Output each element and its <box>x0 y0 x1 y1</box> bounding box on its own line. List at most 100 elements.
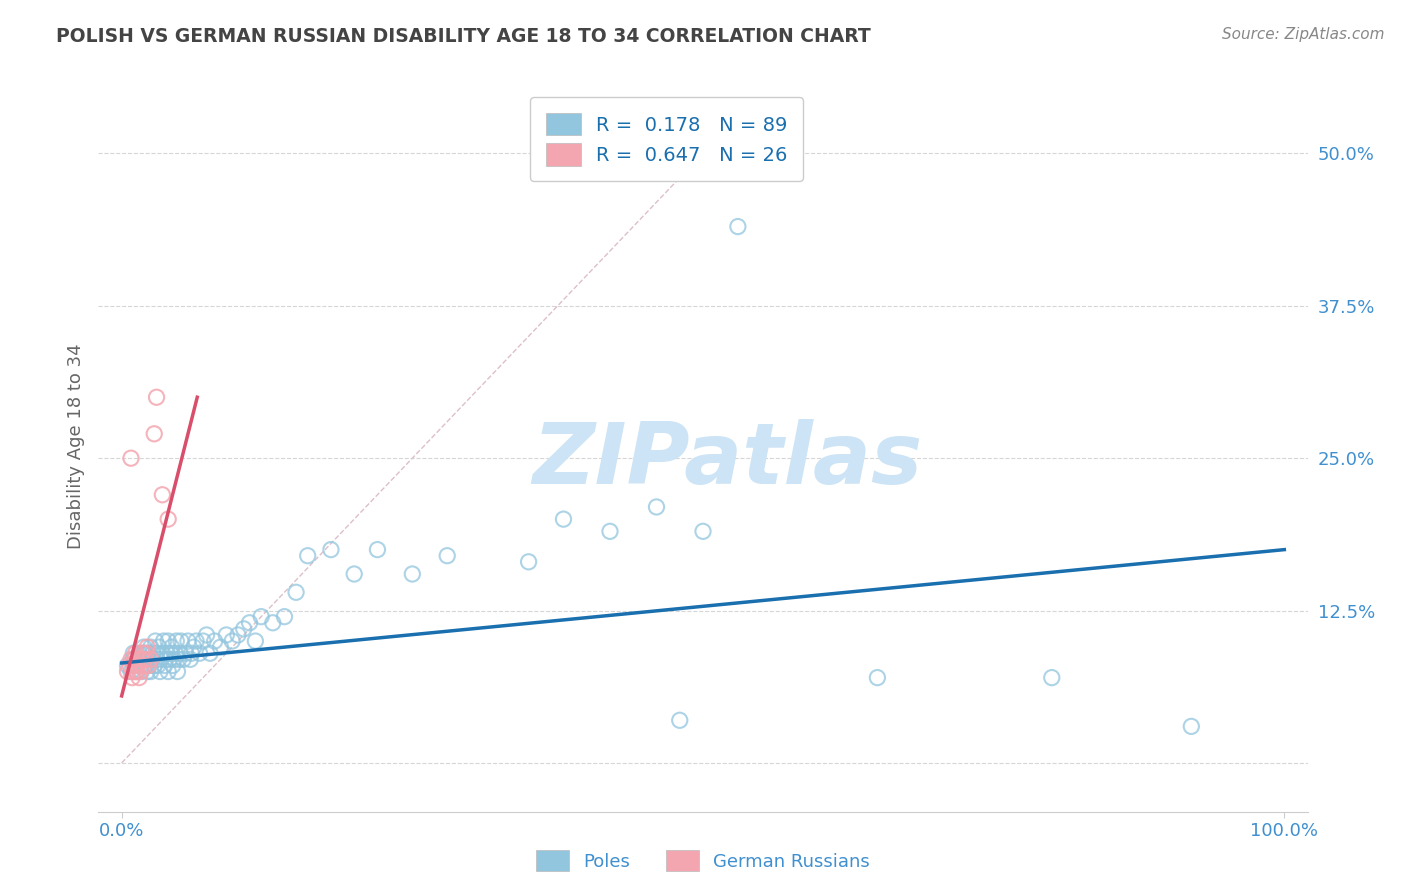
Point <box>131 646 153 660</box>
Point <box>136 652 159 666</box>
Point <box>165 646 187 660</box>
Point <box>160 640 183 655</box>
Point <box>134 658 156 673</box>
Point <box>167 652 190 666</box>
Point <box>143 426 166 441</box>
Point <box>553 512 575 526</box>
Point <box>165 634 187 648</box>
Point <box>180 646 202 660</box>
Point <box>141 652 163 666</box>
Point <box>401 567 423 582</box>
Point <box>131 665 153 679</box>
Point <box>215 628 238 642</box>
Point <box>129 658 152 673</box>
Point <box>177 634 200 648</box>
Point <box>150 646 173 660</box>
Point <box>599 524 621 539</box>
Point <box>125 665 148 679</box>
Point <box>727 219 749 234</box>
Point <box>124 652 146 666</box>
Point <box>138 658 160 673</box>
Point <box>146 658 169 673</box>
Point <box>139 640 162 655</box>
Point <box>191 634 214 648</box>
Point <box>156 646 179 660</box>
Point <box>198 646 221 660</box>
Point <box>692 524 714 539</box>
Point <box>122 665 145 679</box>
Point <box>125 665 148 679</box>
Point <box>134 646 156 660</box>
Point <box>131 646 153 660</box>
Point <box>139 652 162 666</box>
Point <box>117 658 139 673</box>
Point <box>157 512 180 526</box>
Point <box>152 634 174 648</box>
Point <box>145 634 167 648</box>
Point <box>124 646 146 660</box>
Point <box>226 628 249 642</box>
Point <box>172 652 194 666</box>
Point <box>120 652 142 666</box>
Point <box>297 549 319 563</box>
Point <box>1180 719 1202 733</box>
Point <box>179 652 201 666</box>
Point <box>155 652 177 666</box>
Point <box>150 488 173 502</box>
Point <box>188 646 211 660</box>
Point <box>124 658 146 673</box>
Point <box>183 640 205 655</box>
Point <box>319 542 342 557</box>
Point <box>157 665 180 679</box>
Point <box>128 646 150 660</box>
Point <box>517 555 540 569</box>
Point <box>159 646 181 660</box>
Point <box>149 665 172 679</box>
Point <box>128 652 150 666</box>
Point <box>122 652 145 666</box>
Point <box>124 665 146 679</box>
Y-axis label: Disability Age 18 to 34: Disability Age 18 to 34 <box>66 343 84 549</box>
Point <box>239 615 262 630</box>
Point <box>232 622 254 636</box>
Point <box>250 609 273 624</box>
Point <box>204 634 226 648</box>
Point <box>1040 671 1063 685</box>
Point <box>136 665 159 679</box>
Point <box>184 634 207 648</box>
Point <box>150 652 173 666</box>
Point <box>157 634 180 648</box>
Point <box>139 665 162 679</box>
Point <box>436 549 458 563</box>
Point <box>273 609 295 624</box>
Point <box>668 714 690 728</box>
Point <box>120 665 142 679</box>
Point <box>120 451 142 466</box>
Point <box>138 658 160 673</box>
Point <box>343 567 366 582</box>
Point <box>262 615 284 630</box>
Point <box>209 640 232 655</box>
Point <box>143 658 166 673</box>
Point <box>134 652 156 666</box>
Legend: Poles, German Russians: Poles, German Russians <box>529 843 877 879</box>
Point <box>170 634 193 648</box>
Text: ZIPatlas: ZIPatlas <box>531 419 922 502</box>
Point <box>866 671 889 685</box>
Point <box>157 652 180 666</box>
Point <box>138 646 160 660</box>
Point <box>245 634 267 648</box>
Point <box>169 646 191 660</box>
Point <box>148 640 170 655</box>
Point <box>366 542 388 557</box>
Point <box>145 646 167 660</box>
Point <box>153 658 176 673</box>
Point <box>131 652 153 666</box>
Legend: R =  0.178   N = 89, R =  0.647   N = 26: R = 0.178 N = 89, R = 0.647 N = 26 <box>530 97 803 181</box>
Point <box>129 665 152 679</box>
Point <box>122 646 145 660</box>
Point <box>134 652 156 666</box>
Text: Source: ZipAtlas.com: Source: ZipAtlas.com <box>1222 27 1385 42</box>
Point <box>195 628 218 642</box>
Point <box>128 671 150 685</box>
